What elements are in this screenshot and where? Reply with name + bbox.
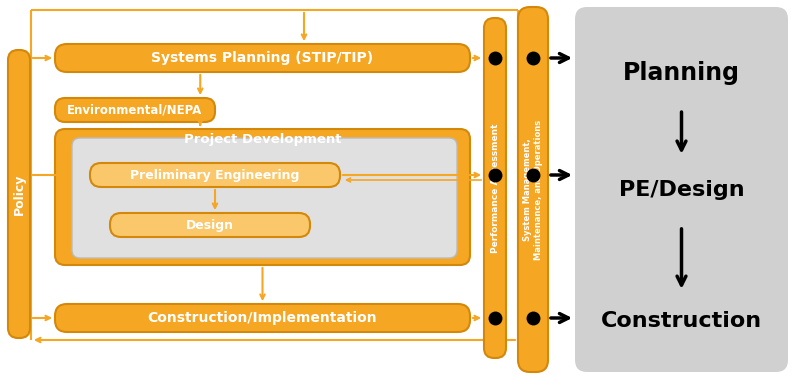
FancyBboxPatch shape: [110, 213, 310, 237]
FancyBboxPatch shape: [55, 98, 215, 122]
Text: Project Development: Project Development: [184, 133, 341, 147]
FancyBboxPatch shape: [72, 138, 457, 258]
Text: System Management,
Maintenance, and Operations: System Management, Maintenance, and Oper…: [522, 119, 544, 260]
FancyBboxPatch shape: [484, 18, 506, 358]
FancyBboxPatch shape: [55, 44, 470, 72]
Text: Environmental/NEPA: Environmental/NEPA: [68, 103, 203, 117]
FancyBboxPatch shape: [55, 304, 470, 332]
Text: Planning: Planning: [623, 61, 740, 85]
FancyBboxPatch shape: [55, 129, 470, 265]
Text: Policy: Policy: [13, 173, 25, 215]
Text: PE/Design: PE/Design: [619, 179, 744, 200]
Text: Performance Assessment: Performance Assessment: [491, 123, 499, 253]
Text: Design: Design: [186, 218, 234, 231]
Text: Construction/Implementation: Construction/Implementation: [148, 311, 378, 325]
Text: Preliminary Engineering: Preliminary Engineering: [130, 168, 300, 182]
Text: Systems Planning (STIP/TIP): Systems Planning (STIP/TIP): [151, 51, 374, 65]
FancyBboxPatch shape: [8, 50, 30, 338]
FancyBboxPatch shape: [90, 163, 340, 187]
FancyBboxPatch shape: [575, 7, 788, 372]
Text: Construction: Construction: [601, 311, 762, 331]
FancyBboxPatch shape: [518, 7, 548, 372]
